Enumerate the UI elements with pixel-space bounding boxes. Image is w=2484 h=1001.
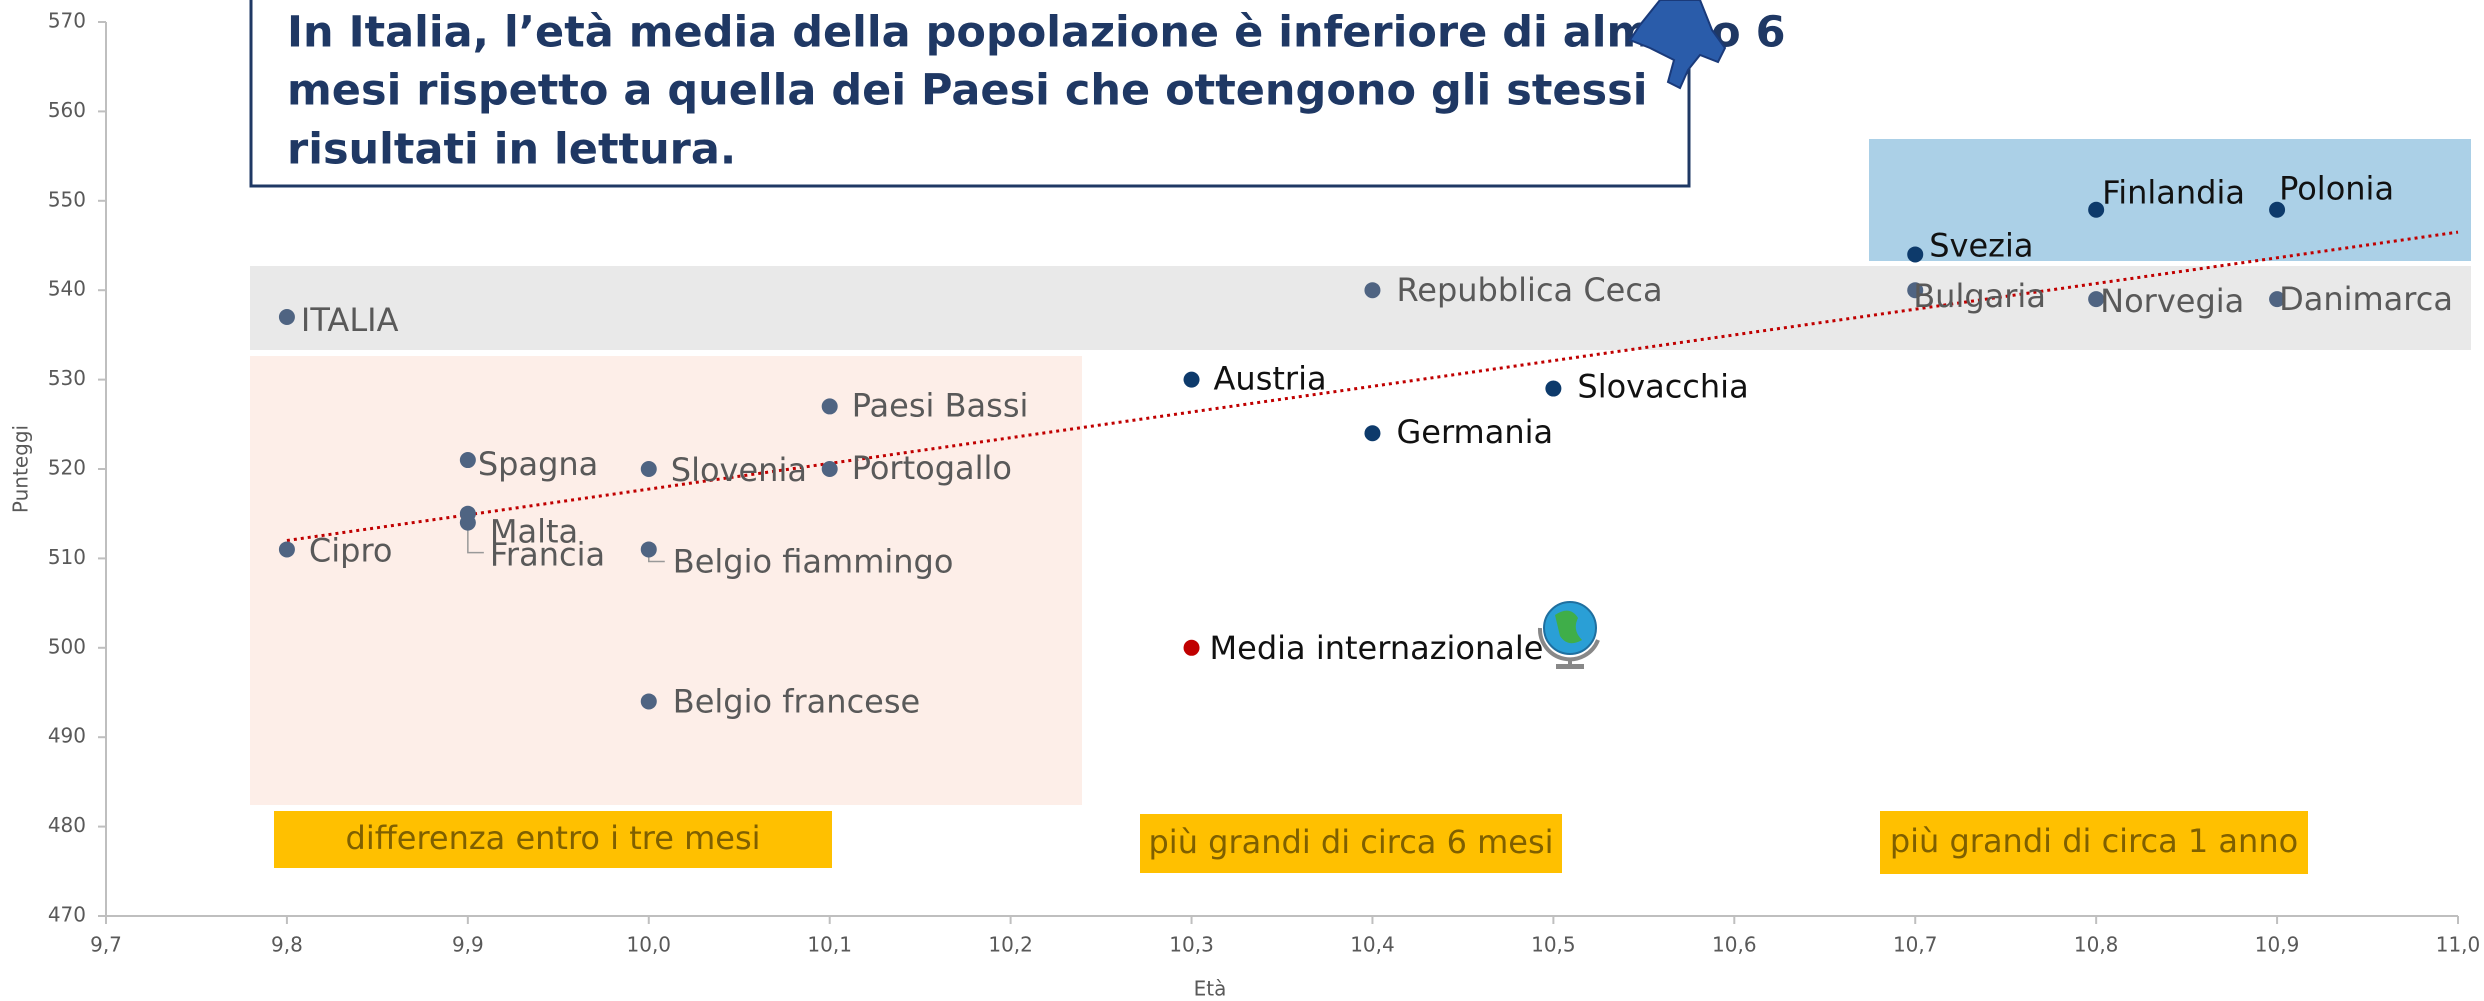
point-label: Spagna xyxy=(478,445,598,483)
y-tick-label: 550 xyxy=(48,187,86,211)
point xyxy=(459,514,476,531)
point xyxy=(2269,291,2286,308)
annotation-box xyxy=(1140,814,1562,873)
x-tick-label: 9,9 xyxy=(452,933,484,957)
point xyxy=(821,461,838,477)
band-pink xyxy=(250,356,1082,805)
x-tick-label: 10,2 xyxy=(988,933,1033,957)
point xyxy=(2269,201,2286,218)
x-tick-label: 10,8 xyxy=(2074,933,2119,957)
point xyxy=(1364,425,1381,442)
band-gray xyxy=(250,266,2471,350)
annotation: più grandi di circa 1 anno xyxy=(1890,822,2298,860)
point xyxy=(459,452,476,469)
leader-line xyxy=(648,555,665,563)
x-tick-label: 9,8 xyxy=(271,933,303,957)
y-axis-label: Punteggi xyxy=(9,425,33,513)
point-label: Germania xyxy=(1396,413,1553,451)
x-tick-label: 10,1 xyxy=(807,933,852,957)
annotation: più grandi di circa 6 mesi xyxy=(1148,823,1553,861)
x-tick-label: 10,6 xyxy=(1712,933,1757,957)
point xyxy=(2088,201,2105,218)
point-label: Portogallo xyxy=(852,449,1012,487)
y-tick-label: 480 xyxy=(48,813,86,837)
y-tick-label: 530 xyxy=(48,366,86,390)
point-label: Cipro xyxy=(309,531,393,569)
point-label: ITALIA xyxy=(301,301,399,339)
point xyxy=(1364,282,1381,299)
point-label: Bulgaria xyxy=(1913,277,2046,315)
point-label: Finlandia xyxy=(2102,174,2245,212)
point-label: Malta xyxy=(490,513,578,551)
x-tick-label: 10,7 xyxy=(1893,933,1938,957)
title-box xyxy=(249,0,1691,188)
point-label: Belgio fiammingo xyxy=(673,542,954,580)
point xyxy=(1907,246,1924,263)
y-tick-label: 470 xyxy=(48,903,86,927)
point-label: Slovacchia xyxy=(1577,368,1748,406)
point xyxy=(640,541,657,558)
y-tick-label: 570 xyxy=(48,9,86,33)
x-tick-label: 10,5 xyxy=(1531,933,1576,957)
point xyxy=(1907,282,1924,299)
point xyxy=(1183,639,1200,656)
y-tick-label: 560 xyxy=(48,98,86,122)
x-tick-label: 10,9 xyxy=(2255,933,2300,957)
point-label: Repubblica Ceca xyxy=(1396,271,1662,309)
point xyxy=(640,693,657,710)
point-label: Media internazionale xyxy=(1210,629,1544,667)
point xyxy=(2088,291,2105,308)
point xyxy=(278,309,295,326)
x-tick-label: 10,4 xyxy=(1350,933,1395,957)
y-tick-label: 500 xyxy=(48,634,86,658)
leader-line xyxy=(467,528,484,554)
annotation-box xyxy=(1880,811,2308,874)
point xyxy=(1545,380,1562,397)
point-label: Polonia xyxy=(2279,170,2394,208)
point-label: Paesi Bassi xyxy=(852,386,1029,424)
band-blue xyxy=(1869,139,2471,261)
point xyxy=(1183,371,1200,388)
italy-icon xyxy=(1628,0,1727,90)
trendline xyxy=(286,230,2459,543)
point-label: Norvegia xyxy=(2100,282,2244,320)
x-tick-label: 11,0 xyxy=(2436,933,2481,957)
annotation: differenza entro i tre mesi xyxy=(346,819,761,857)
point-label: Slovenia xyxy=(671,451,807,489)
annotation-box xyxy=(274,811,832,868)
x-tick-label: 10,3 xyxy=(1169,933,1214,957)
point-label: Svezia xyxy=(1929,226,2033,264)
x-tick-label: 9,7 xyxy=(90,933,122,957)
point-label: Austria xyxy=(1214,360,1327,398)
x-tick-label: 10,0 xyxy=(627,933,672,957)
point-label: Danimarca xyxy=(2279,280,2453,318)
chart-title: risultati in lettura. xyxy=(287,125,736,175)
point xyxy=(640,461,657,477)
point xyxy=(821,398,838,415)
point-label: Francia xyxy=(490,536,605,574)
x-axis-label: Età xyxy=(1194,977,1227,1001)
chart-title: In Italia, l’età media della popolazione… xyxy=(287,8,1786,58)
y-tick-label: 490 xyxy=(48,724,86,748)
y-tick-label: 520 xyxy=(48,456,86,480)
globe-icon xyxy=(1537,601,1600,669)
y-tick-label: 540 xyxy=(48,277,86,301)
point-label: Belgio francese xyxy=(673,682,920,720)
y-tick-label: 510 xyxy=(48,545,86,569)
chart-title: mesi rispetto a quella dei Paesi che ott… xyxy=(287,66,1647,116)
point xyxy=(278,541,295,558)
